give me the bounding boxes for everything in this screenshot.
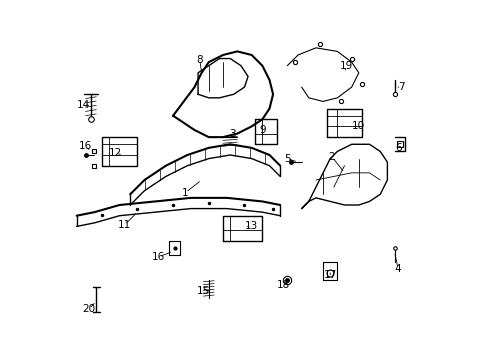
Text: 17: 17 bbox=[323, 270, 336, 280]
Text: 2: 2 bbox=[328, 152, 335, 162]
Text: 5: 5 bbox=[284, 154, 290, 163]
Text: 4: 4 bbox=[394, 264, 401, 274]
Text: 13: 13 bbox=[244, 221, 258, 231]
Text: 9: 9 bbox=[259, 125, 265, 135]
Text: 11: 11 bbox=[118, 220, 131, 230]
Text: 15: 15 bbox=[196, 286, 210, 296]
Text: 10: 10 bbox=[351, 121, 365, 131]
Text: 18: 18 bbox=[277, 280, 290, 291]
Text: 7: 7 bbox=[398, 82, 404, 92]
Text: 20: 20 bbox=[82, 303, 96, 314]
Text: 14: 14 bbox=[77, 100, 90, 110]
Text: 19: 19 bbox=[339, 61, 352, 71]
Text: 1: 1 bbox=[182, 188, 188, 198]
Text: 8: 8 bbox=[196, 55, 203, 65]
Text: 16: 16 bbox=[79, 141, 92, 151]
Text: 6: 6 bbox=[394, 143, 401, 153]
Text: 12: 12 bbox=[109, 148, 122, 158]
Text: 16: 16 bbox=[152, 252, 165, 262]
Text: 3: 3 bbox=[228, 129, 235, 139]
